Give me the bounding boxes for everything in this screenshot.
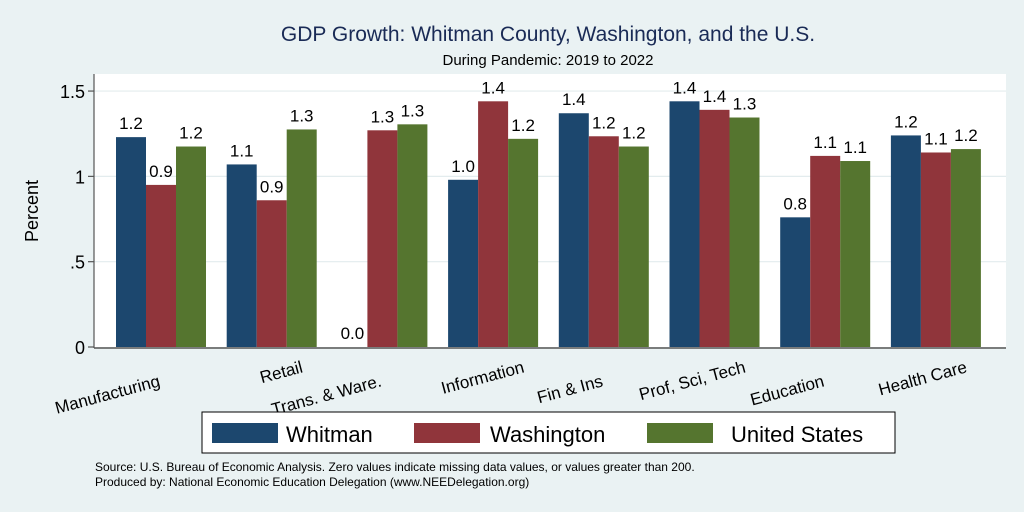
- data-label: 1.2: [954, 126, 978, 145]
- bar-united-states: [508, 138, 539, 347]
- bar-united-states: [176, 146, 206, 347]
- chart-title: GDP Growth: Whitman County, Washington, …: [281, 23, 815, 46]
- bar-whitman: [116, 137, 146, 347]
- data-label: 1.4: [481, 78, 505, 97]
- footnote-source: Source: U.S. Bureau of Economic Analysis…: [95, 460, 695, 474]
- data-label: 1.4: [673, 78, 697, 97]
- bar-washington: [699, 109, 730, 347]
- bar-whitman: [669, 101, 700, 347]
- y-axis-label: Percent: [22, 180, 42, 242]
- data-label: 1.1: [924, 129, 948, 148]
- data-label: 1.0: [451, 157, 475, 176]
- bar-washington: [588, 136, 619, 347]
- x-tick-label: Fin & Ins: [535, 372, 605, 408]
- bar-whitman: [780, 217, 811, 347]
- y-tick-label: .5: [70, 253, 85, 273]
- data-label: 1.1: [843, 138, 867, 157]
- y-tick-label: 1.5: [60, 82, 85, 102]
- bar-washington: [810, 155, 841, 347]
- bar-washington: [256, 200, 287, 347]
- legend-swatch-whitman: [212, 423, 278, 443]
- bar-washington: [367, 130, 398, 347]
- data-label: 1.3: [290, 106, 314, 125]
- legend: Whitman Washington United States: [201, 411, 896, 454]
- x-tick-label: Information: [439, 358, 526, 398]
- bar-whitman: [226, 164, 257, 347]
- data-label: 0.9: [260, 177, 284, 196]
- bar-united-states: [286, 129, 317, 347]
- legend-label: Washington: [490, 422, 605, 447]
- data-label: 1.2: [511, 116, 535, 135]
- x-tick-label: Health Care: [876, 358, 969, 400]
- bar-united-states: [618, 146, 649, 347]
- y-tick-label: 0: [75, 338, 85, 358]
- data-label: 1.2: [119, 114, 143, 133]
- data-label: 1.2: [592, 113, 616, 132]
- bar-washington: [920, 152, 951, 347]
- chart-subtitle: During Pandemic: 2019 to 2022: [443, 52, 654, 69]
- data-label: 1.1: [230, 141, 254, 160]
- x-tick-label: Manufacturing: [53, 372, 162, 418]
- data-label: 1.2: [622, 124, 646, 143]
- bar-united-states: [950, 149, 981, 347]
- legend-label: United States: [731, 422, 863, 447]
- legend-swatch-washington: [414, 423, 480, 443]
- data-label: 0.8: [783, 194, 807, 213]
- x-tick-label: Prof, Sci, Tech: [637, 358, 747, 405]
- data-label: 1.4: [562, 90, 586, 109]
- data-label: 1.3: [401, 101, 425, 120]
- bar-united-states: [397, 124, 428, 347]
- data-label: 1.4: [703, 87, 727, 106]
- data-label: 1.3: [733, 95, 757, 114]
- bar-whitman: [890, 135, 921, 347]
- data-label: 0.0: [341, 324, 365, 343]
- footnote-producer: Produced by: National Economic Education…: [95, 475, 529, 489]
- bar-united-states: [840, 161, 871, 347]
- bar-united-states: [729, 117, 760, 348]
- data-label: 1.3: [371, 107, 395, 126]
- y-tick-label: 1: [75, 167, 85, 187]
- legend-swatch-united-states: [647, 423, 713, 443]
- bar-washington: [146, 184, 176, 347]
- legend-label: Whitman: [286, 422, 373, 447]
- bar-whitman: [558, 113, 589, 348]
- x-tick-label: Retail: [258, 358, 305, 388]
- x-tick-label: Education: [748, 372, 826, 410]
- data-label: 1.1: [813, 133, 837, 152]
- bar-washington: [478, 101, 509, 347]
- data-label: 1.2: [894, 112, 918, 131]
- legend-box: [201, 411, 896, 454]
- data-label: 0.9: [149, 162, 173, 181]
- bar-whitman: [448, 179, 479, 347]
- data-label: 1.2: [179, 124, 203, 143]
